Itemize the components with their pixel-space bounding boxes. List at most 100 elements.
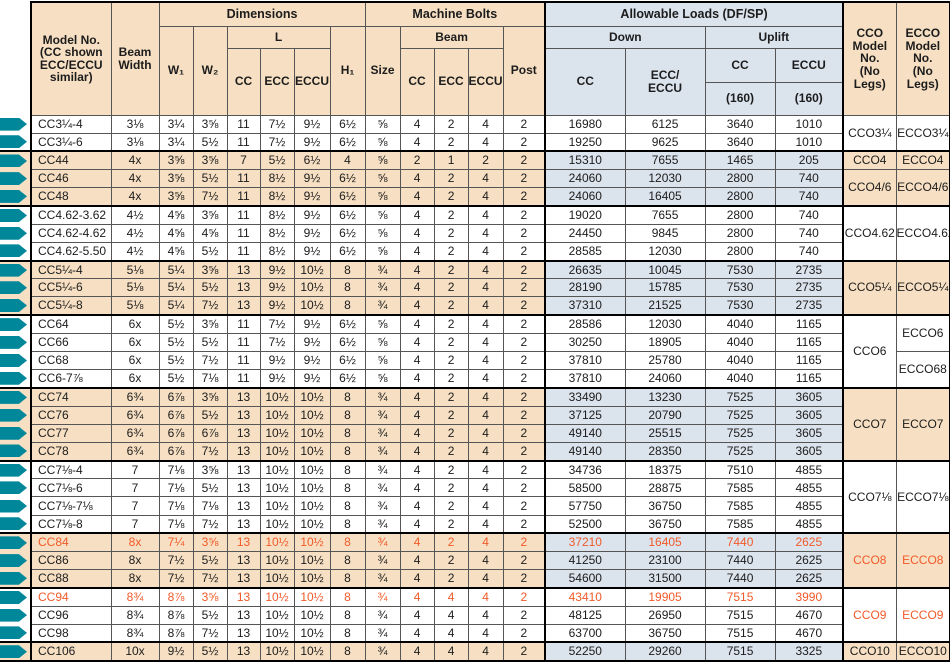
cell-model: CC5¼-8 bbox=[30, 296, 112, 316]
cell-size: ¾ bbox=[364, 605, 401, 625]
cell-uplift_eccu_160: 2625 bbox=[774, 532, 844, 553]
cell-l_eccu: 10½ bbox=[293, 405, 331, 425]
cell-down_ecc_eccu: 18375 bbox=[624, 459, 706, 480]
cell-down_ecc_eccu: 9845 bbox=[624, 223, 706, 243]
cell-h1: 8 bbox=[329, 532, 366, 553]
cell-l_eccu: 9½ bbox=[293, 350, 331, 371]
row-marker-arrow-icon bbox=[0, 244, 27, 258]
spec-row-CC6-7⅞: CC6-7⅞ 6x 5½ 7⅛ 11 9½ 9½ 6½ ⅝ 4 2 4 2 37810 24060 4040 1… bbox=[0, 369, 950, 389]
cell-bolt_eccu: 4 bbox=[467, 114, 504, 134]
spec-row-CC4.62-3.62: CC4.62-3.62 4½ 4⅝ 3⅝ 11 8½ 9½ 6½ ⅝ 4 2 4 2 19020 7655 2… bbox=[0, 204, 950, 261]
row-marker-gutter bbox=[0, 606, 31, 625]
cell-down_ecc_eccu: 13230 bbox=[624, 386, 706, 407]
cell-h1: 8 bbox=[329, 296, 366, 316]
cell-beam_width: 4x bbox=[110, 150, 160, 171]
cell-w2: 3⅝ bbox=[192, 204, 228, 225]
cell-down_cc: 41250 bbox=[544, 550, 626, 571]
cell-model: CC46 bbox=[30, 169, 112, 189]
cell-l_ecc: 10½ bbox=[259, 423, 295, 443]
row-marker-arrow-icon bbox=[0, 390, 27, 404]
cell-bolt_eccu: 4 bbox=[467, 369, 504, 389]
cco-model-cell: CCO8 bbox=[842, 532, 897, 589]
row-marker-gutter bbox=[0, 296, 31, 316]
cell-post: 2 bbox=[502, 623, 546, 643]
cell-down_ecc_eccu: 26950 bbox=[624, 605, 706, 625]
cell-uplift_cc_160: 3640 bbox=[704, 114, 776, 134]
cell-beam_width: 6x bbox=[110, 314, 160, 334]
cell-h1: 8 bbox=[329, 569, 366, 589]
col-header-uplift-eccu-160: (160) bbox=[774, 81, 844, 116]
cell-post: 2 bbox=[502, 459, 546, 480]
cell-uplift_cc_160: 3640 bbox=[704, 132, 776, 152]
row-marker-gutter bbox=[0, 586, 31, 607]
cell-uplift_cc_160: 7510 bbox=[704, 459, 776, 480]
cell-l_ecc: 10½ bbox=[259, 623, 295, 643]
col-header-model-no: Model No. (CC shown ECC/ECCU similar) bbox=[30, 1, 112, 116]
cell-uplift_cc_160: 7440 bbox=[704, 532, 776, 553]
cell-l_ecc: 10½ bbox=[259, 550, 295, 571]
cell-l_cc: 13 bbox=[226, 641, 261, 662]
row-marker-gutter bbox=[0, 459, 31, 479]
cell-down_ecc_eccu: 15785 bbox=[624, 278, 706, 298]
cco-model-cell: CCO7 bbox=[842, 386, 897, 462]
row-marker-gutter bbox=[0, 624, 31, 643]
cell-l_ecc: 9½ bbox=[259, 259, 295, 280]
cell-l_ecc: 10½ bbox=[259, 586, 295, 607]
cell-bolt_ecc: 2 bbox=[433, 169, 469, 189]
cell-uplift_cc_160: 2800 bbox=[704, 223, 776, 243]
cell-w1: 5¼ bbox=[158, 296, 194, 316]
cell-l_cc: 13 bbox=[226, 405, 261, 425]
col-header-uplift-cc: CC bbox=[704, 47, 776, 83]
cell-size: ¾ bbox=[364, 514, 401, 534]
cell-w2: 3⅝ bbox=[192, 386, 228, 407]
cell-beam_width: 8¾ bbox=[110, 586, 160, 607]
ecco-model-cell: ECCO7 bbox=[895, 386, 950, 462]
cell-l_ecc: 10½ bbox=[259, 441, 295, 462]
spec-row-CC96: CC96 8¾ 8⅞ 5½ 13 10½ 10½ 8 ¾ 4 4 4 2 48125 26950 7515 46… bbox=[0, 605, 950, 625]
cell-size: ⅝ bbox=[364, 169, 401, 189]
row-marker-gutter bbox=[0, 351, 31, 370]
group-header-allowable-loads: Allowable Loads (DF/SP) bbox=[544, 1, 844, 27]
cell-beam_width: 7 bbox=[110, 459, 160, 480]
cell-h1: 8 bbox=[329, 459, 366, 480]
cell-size: ¾ bbox=[364, 496, 401, 516]
cell-l_ecc: 10½ bbox=[259, 605, 295, 625]
cell-model: CC77 bbox=[30, 423, 112, 443]
group-header-down: Down bbox=[544, 25, 706, 49]
cell-w2: 7½ bbox=[192, 441, 228, 462]
cell-l_eccu: 10½ bbox=[293, 532, 331, 553]
cell-l_ecc: 5½ bbox=[259, 150, 295, 171]
cell-model: CC7⅛-4 bbox=[30, 459, 112, 480]
row-marker-gutter bbox=[0, 496, 31, 516]
cell-uplift_eccu_160: 1010 bbox=[774, 114, 844, 134]
cell-bolt_ecc: 2 bbox=[433, 132, 469, 152]
cell-bolt_ecc: 2 bbox=[433, 514, 469, 534]
cell-l_eccu: 10½ bbox=[293, 296, 331, 316]
cell-w2: 7½ bbox=[192, 187, 228, 207]
cell-w1: 7⅛ bbox=[158, 478, 194, 498]
cell-down_cc: 33490 bbox=[544, 386, 626, 407]
row-marker-gutter bbox=[0, 386, 31, 406]
cell-beam_width: 4½ bbox=[110, 223, 160, 243]
ecco-model-cell: ECCO68 bbox=[895, 350, 950, 389]
cell-w1: 6⅞ bbox=[158, 386, 194, 407]
cell-model: CC3¼-6 bbox=[30, 132, 112, 152]
col-header-bolt-cc: CC bbox=[399, 47, 435, 116]
cell-post: 2 bbox=[502, 369, 546, 389]
col-header-bolt-eccu: ECCU bbox=[467, 47, 504, 116]
cell-down_ecc_eccu: 25780 bbox=[624, 350, 706, 371]
cell-down_ecc_eccu: 24060 bbox=[624, 369, 706, 389]
cell-down_cc: 24060 bbox=[544, 187, 626, 207]
cell-bolt_ecc: 2 bbox=[433, 405, 469, 425]
cell-bolt_cc: 4 bbox=[399, 169, 435, 189]
cell-uplift_eccu_160: 3605 bbox=[774, 405, 844, 425]
cell-uplift_cc_160: 7585 bbox=[704, 496, 776, 516]
cell-bolt_eccu: 4 bbox=[467, 187, 504, 207]
cell-model: CC94 bbox=[30, 586, 112, 607]
cell-uplift_cc_160: 7525 bbox=[704, 441, 776, 462]
cell-size: ⅝ bbox=[364, 223, 401, 243]
cell-uplift_eccu_160: 4855 bbox=[774, 478, 844, 498]
row-marker-arrow-icon bbox=[0, 463, 27, 477]
cell-bolt_cc: 4 bbox=[399, 623, 435, 643]
row-marker-arrow-icon bbox=[0, 517, 27, 531]
